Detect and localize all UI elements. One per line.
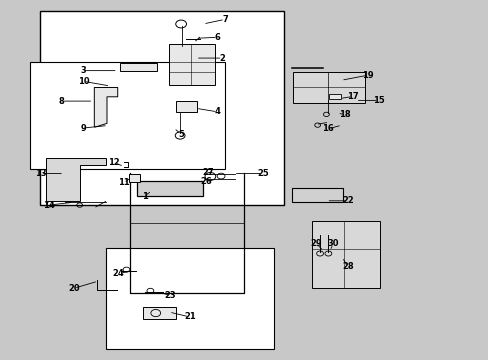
Text: 10: 10 <box>78 77 89 86</box>
Text: 4: 4 <box>214 107 220 116</box>
Text: 20: 20 <box>68 284 80 293</box>
Text: 26: 26 <box>200 176 212 185</box>
Text: 12: 12 <box>108 158 120 167</box>
Bar <box>40 12 283 205</box>
Text: 2: 2 <box>219 54 225 63</box>
Text: 24: 24 <box>113 269 124 278</box>
Text: 17: 17 <box>346 92 358 101</box>
Text: 11: 11 <box>118 178 129 187</box>
Text: 9: 9 <box>81 123 86 132</box>
Text: 30: 30 <box>327 239 338 248</box>
Text: 5: 5 <box>178 130 183 139</box>
Text: 28: 28 <box>342 262 353 271</box>
Text: 3: 3 <box>81 66 86 75</box>
Text: 6: 6 <box>214 33 220 42</box>
Bar <box>292 188 343 202</box>
Text: 15: 15 <box>372 96 384 105</box>
Bar <box>137 181 203 196</box>
Bar <box>143 307 176 319</box>
Text: 19: 19 <box>361 71 372 80</box>
Text: 14: 14 <box>42 201 54 210</box>
Text: 29: 29 <box>310 239 322 248</box>
Text: 22: 22 <box>341 196 353 205</box>
Polygon shape <box>94 87 118 127</box>
Polygon shape <box>45 158 105 204</box>
Polygon shape <box>293 72 365 103</box>
Text: 13: 13 <box>35 169 46 178</box>
Bar <box>120 63 157 71</box>
Text: 18: 18 <box>339 110 350 119</box>
Text: 8: 8 <box>59 96 64 105</box>
Bar <box>168 44 215 85</box>
Text: 1: 1 <box>142 192 147 201</box>
Polygon shape <box>311 221 379 288</box>
Text: 16: 16 <box>322 124 334 133</box>
Text: 23: 23 <box>164 291 176 300</box>
Bar <box>105 248 273 348</box>
Text: 21: 21 <box>183 312 195 321</box>
Text: 25: 25 <box>257 169 268 178</box>
Text: 7: 7 <box>222 15 227 24</box>
Text: 27: 27 <box>202 168 213 177</box>
Bar <box>30 62 224 169</box>
Bar <box>129 174 140 182</box>
Bar <box>328 94 340 99</box>
Bar <box>176 101 196 112</box>
